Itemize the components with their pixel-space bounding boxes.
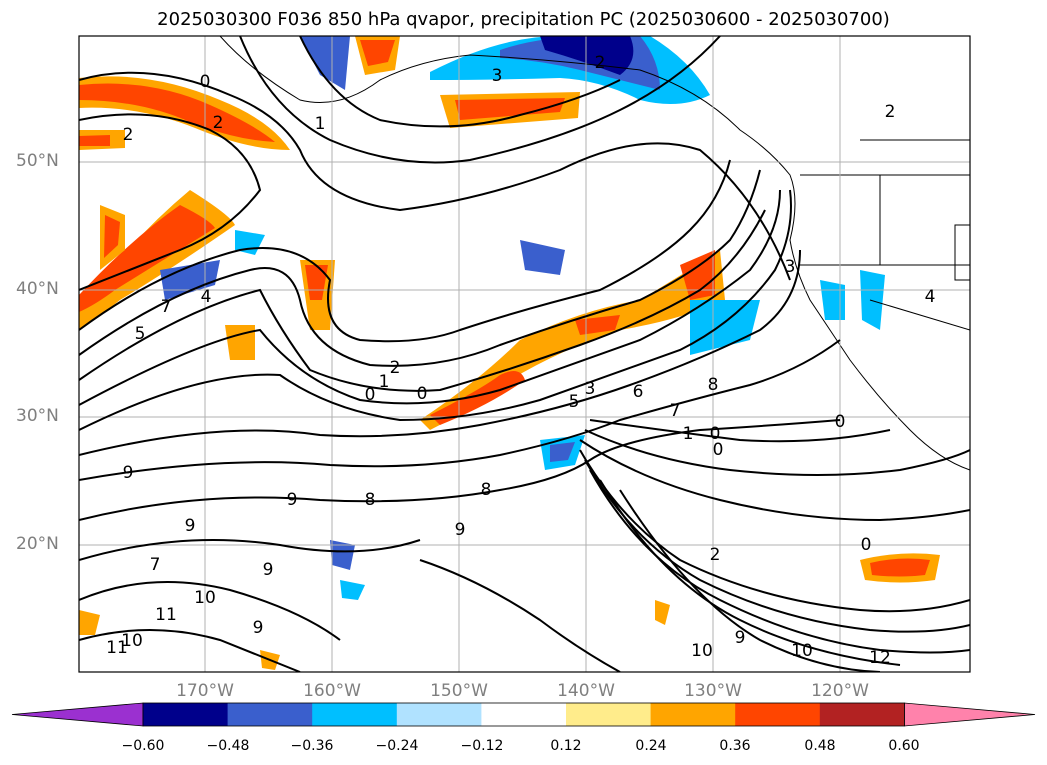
contour-label: 8 (481, 480, 492, 500)
contour-label: 9 (263, 560, 274, 580)
lon-label-140w: 140°W (557, 681, 615, 701)
qvapor-contours (79, 36, 970, 672)
contour-label: 9 (455, 520, 466, 540)
colorbar-segment (481, 703, 567, 726)
colorbar-segment (566, 703, 652, 726)
contour-label: 10 (791, 641, 813, 661)
contour-label: 10 (691, 641, 713, 661)
contour-label: 5 (569, 392, 580, 412)
lon-label-150w: 150°W (430, 681, 488, 701)
contour-label: 0 (861, 535, 872, 555)
map-title: 2025030300 F036 850 hPa qvapor, precipit… (157, 9, 890, 30)
contour-label: 9 (253, 618, 264, 638)
contour-label: 7 (161, 297, 172, 317)
contour-label: 1 (683, 424, 694, 444)
colorbar-extend-low (11, 702, 144, 727)
colorbar-tick: −0.24 (375, 738, 419, 754)
colorbar-frame (142, 702, 905, 727)
contour-label: 9 (185, 516, 196, 536)
colorbar-segment (312, 703, 398, 726)
contour-label: 2 (123, 125, 134, 145)
lon-label-160w: 160°W (303, 681, 361, 701)
contour-label: 9 (287, 490, 298, 510)
contour-label: 0 (835, 412, 846, 432)
lat-label-20n: 20°N (16, 534, 59, 554)
colorbar-segment (819, 703, 905, 726)
contour-label: 2 (390, 358, 401, 378)
plot-frame (78, 35, 971, 673)
contour-label: 10 (121, 631, 143, 651)
colorbar-tick: 0.24 (635, 738, 667, 754)
contour-label: 7 (150, 555, 161, 575)
contour-label: 9 (123, 463, 134, 483)
colorbar-segment (143, 703, 229, 726)
contour-label: 12 (869, 648, 891, 668)
contour-label: 0 (417, 384, 428, 404)
colorbar-tick: 0.12 (550, 738, 582, 754)
contour-label: 8 (708, 375, 719, 395)
colorbar-tick: −0.48 (206, 738, 250, 754)
colorbar-segment (227, 703, 313, 726)
contour-label: 6 (633, 382, 644, 402)
contour-label: 10 (194, 588, 216, 608)
contour-label: 2 (710, 545, 721, 565)
colorbar-tick: −0.60 (121, 738, 165, 754)
contour-label: 2 (885, 102, 896, 122)
colorbar-tick: −0.36 (290, 738, 334, 754)
colorbar-tick: 0.36 (719, 738, 751, 754)
lon-label-130w: 130°W (684, 681, 742, 701)
lat-label-30n: 30°N (16, 406, 59, 426)
contour-label: 11 (155, 605, 177, 625)
lat-label-50n: 50°N (16, 151, 59, 171)
contour-label: 5 (135, 324, 146, 344)
contour-label: 0 (200, 72, 211, 92)
contour-label: 3 (585, 379, 596, 399)
colorbar (11, 702, 1036, 727)
colorbar-extend-high (904, 702, 1036, 727)
contour-label: 9 (735, 628, 746, 648)
lon-label-170w: 170°W (176, 681, 234, 701)
contour-label: 1 (315, 114, 326, 134)
contour-label: 1 (379, 372, 390, 392)
colorbar-tick: 0.60 (888, 738, 920, 754)
contour-label: 2 (595, 53, 606, 73)
contour-label: 4 (925, 287, 936, 307)
coastline (219, 36, 970, 471)
lon-label-120w: 120°W (811, 681, 869, 701)
contour-label: 8 (365, 490, 376, 510)
lat-label-40n: 40°N (16, 279, 59, 299)
colorbar-segment (396, 703, 482, 726)
contour-label: 2 (213, 113, 224, 133)
colorbar-tick: −0.12 (460, 738, 504, 754)
colorbar-tick: 0.48 (804, 738, 836, 754)
contour-label: 3 (492, 66, 503, 86)
contour-label: 0 (713, 440, 724, 460)
contour-label: 11 (106, 638, 128, 658)
colorbar-segment (650, 703, 736, 726)
colorbar-segment (735, 703, 821, 726)
contour-label: 4 (201, 287, 212, 307)
contour-label: 0 (710, 424, 721, 444)
contour-label: 3 (785, 257, 796, 277)
contour-label: 0 (365, 385, 376, 405)
contour-label: 7 (670, 401, 681, 421)
gridlines (79, 36, 970, 672)
